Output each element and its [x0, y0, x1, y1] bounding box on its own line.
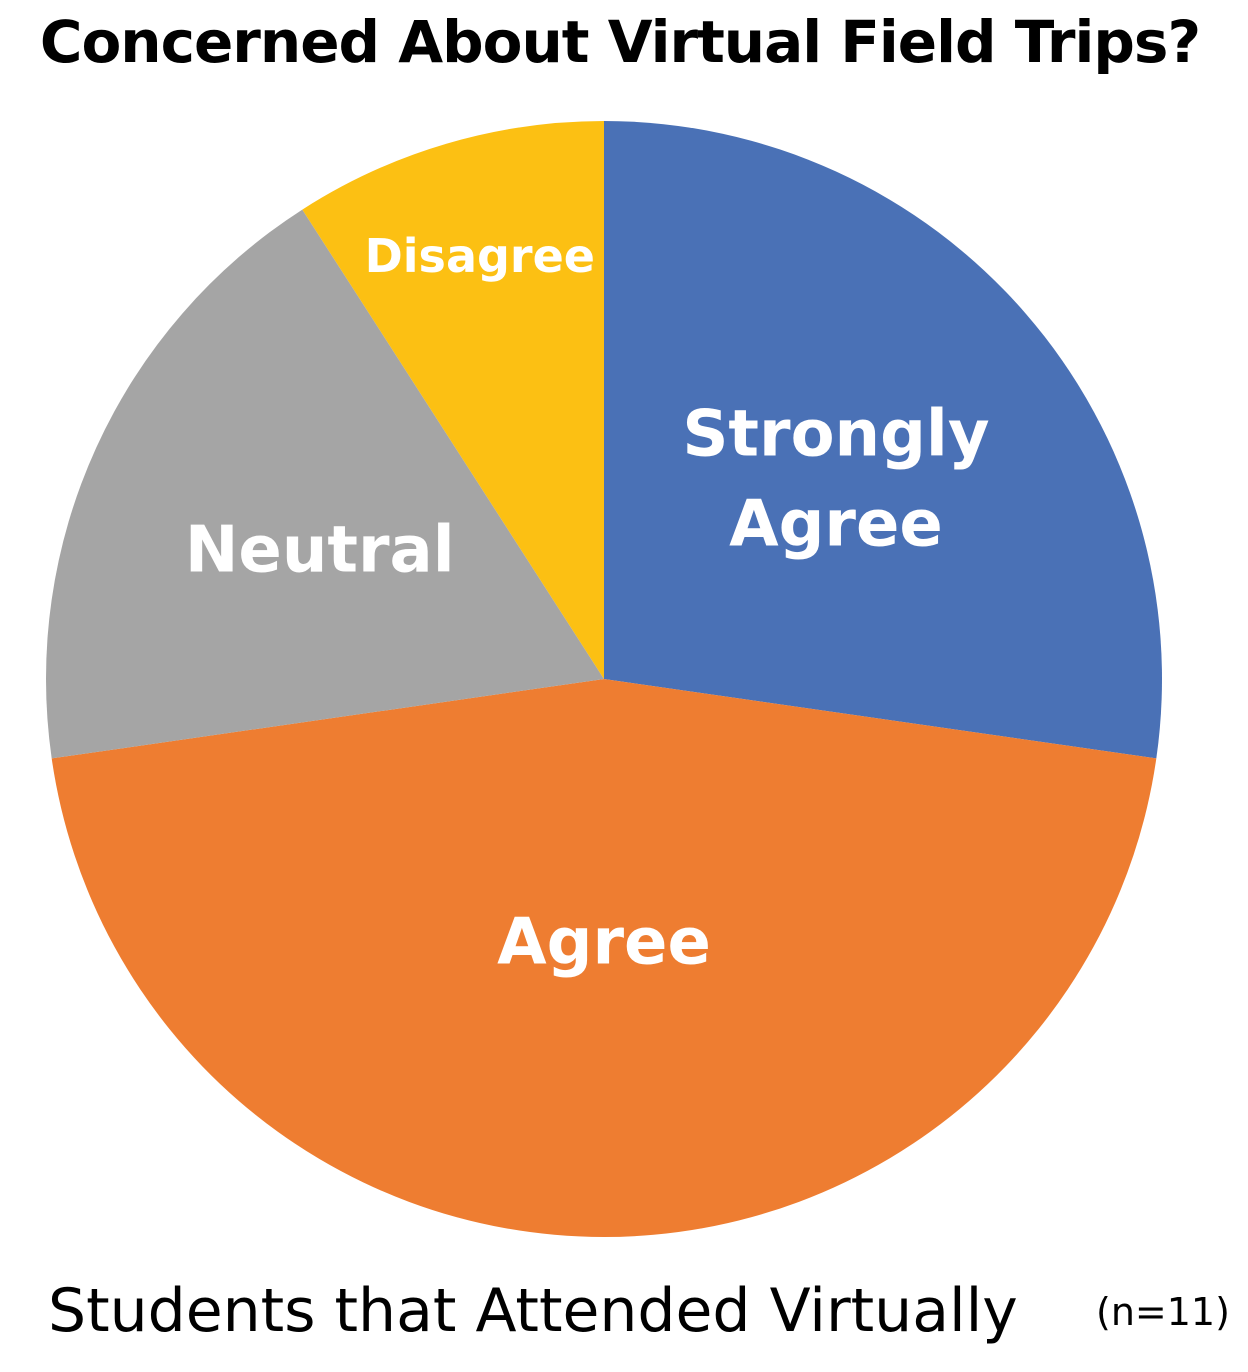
pie-slice-strongly-agree	[604, 121, 1162, 759]
chart-title: Concerned About Virtual Field Trips?	[39, 8, 1201, 76]
pie-slice-neutral	[46, 209, 605, 759]
pie-slice-disagree	[302, 120, 604, 679]
slice-label: Agree	[497, 906, 711, 980]
slice-label: Neutral	[185, 514, 455, 588]
slice-label: Strongly Agree	[682, 397, 989, 561]
slice-label: Disagree	[365, 229, 595, 283]
sample-size-note: (n=11)	[1096, 1290, 1230, 1334]
pie-slice-agree	[51, 679, 1157, 1237]
chart-subtitle: Students that Attended Virtually	[48, 1276, 1018, 1346]
